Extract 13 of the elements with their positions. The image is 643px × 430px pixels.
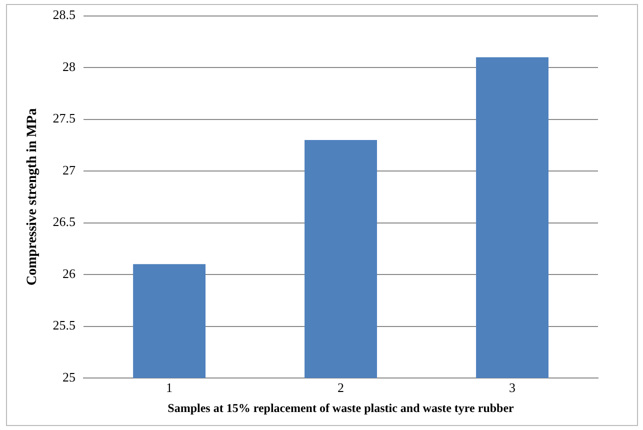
y-tick-label: 28: [62, 58, 76, 74]
y-axis-title: Compressive strength in MPa: [25, 108, 40, 286]
x-tick-label: 2: [338, 380, 344, 396]
y-tick-label: 26.5: [52, 214, 76, 230]
y-tick-label: 27.5: [52, 110, 76, 126]
y-tick-label: 28.5: [52, 7, 76, 22]
y-tick-label: 26: [62, 266, 76, 281]
x-tick-label: 3: [509, 380, 516, 396]
x-axis-title: Samples at 15% replacement of waste plastic and waste tyre rubber: [168, 400, 515, 415]
y-tick-label: 25.5: [52, 318, 76, 333]
y-tick-label: 25: [62, 369, 76, 384]
y-tick-label: 27: [62, 162, 76, 178]
x-tick-label: 1: [166, 380, 173, 396]
